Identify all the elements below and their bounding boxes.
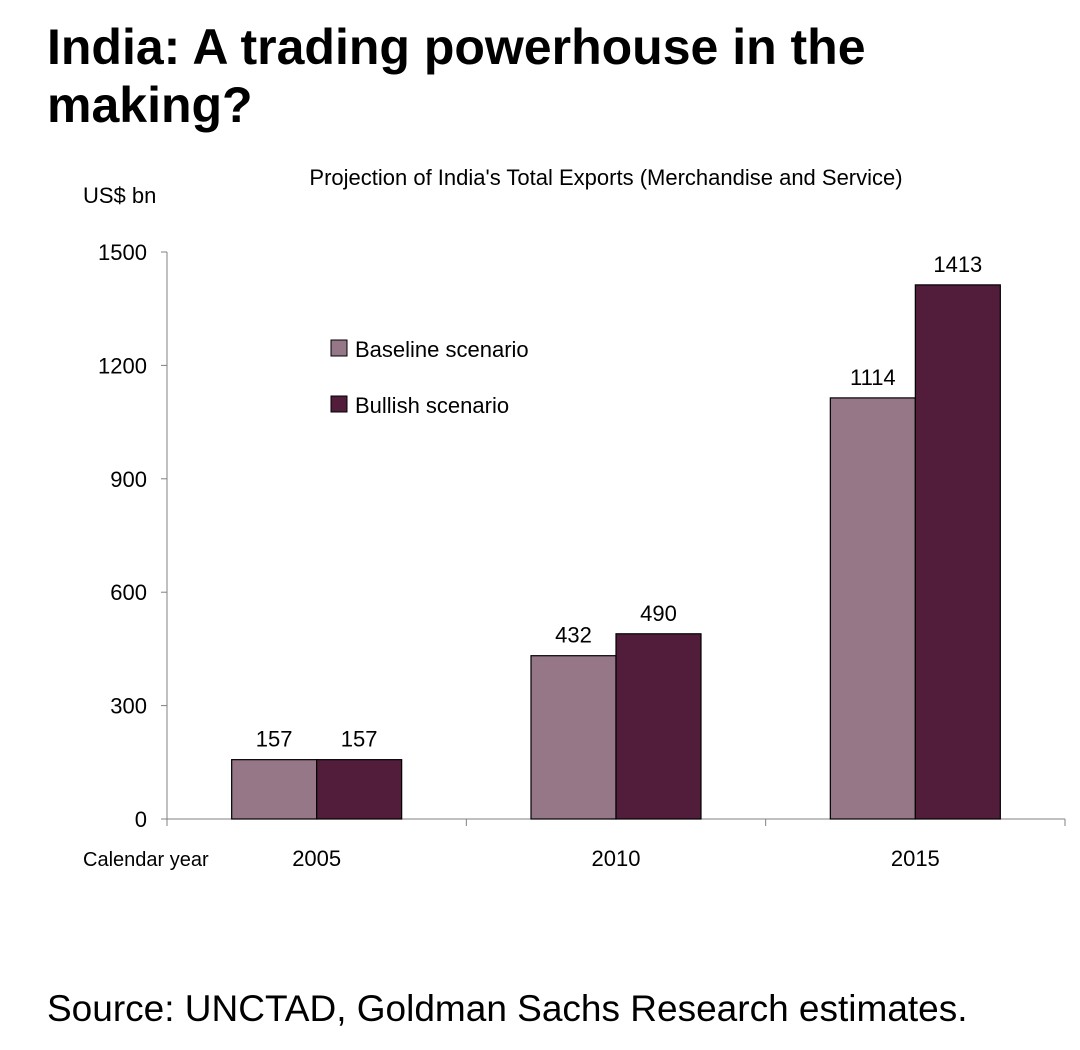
bar-chart: Projection of India's Total Exports (Mer…: [83, 165, 1066, 871]
bar-bullish-2010: [615, 633, 702, 820]
data-label: 157: [341, 727, 378, 752]
x-tick-label: 2005: [292, 846, 341, 871]
bar-baseline-2005: [231, 759, 318, 820]
data-label: 157: [256, 727, 293, 752]
bar-baseline-2015: [829, 397, 916, 820]
y-axis-label: US$ bn: [83, 183, 156, 208]
y-axis: 0 300 600 900 1200 1500: [98, 240, 168, 832]
legend-label: Bullish scenario: [355, 393, 509, 418]
legend-swatch: [330, 395, 348, 413]
y-tick-label: 300: [110, 694, 147, 719]
source-note: Source: UNCTAD, Goldman Sachs Research e…: [47, 988, 968, 1029]
bar-baseline-2010: [530, 655, 617, 820]
legend-swatch: [330, 339, 348, 357]
chart-title: Projection of India's Total Exports (Mer…: [309, 165, 902, 190]
y-tick-label: 900: [110, 467, 147, 492]
y-tick-label: 1200: [98, 353, 147, 378]
data-labels: 157 157 432 490 1114 1413: [256, 252, 983, 752]
bar-bullish-2015: [914, 284, 1001, 820]
x-tick-label: 2015: [891, 846, 940, 871]
legend-label: Baseline scenario: [355, 337, 529, 362]
y-tick-label: 1500: [98, 240, 147, 265]
data-label: 1114: [850, 365, 896, 390]
bar-bullish-2005: [316, 759, 403, 820]
y-tick-label: 0: [135, 807, 147, 832]
chart-legend: Baseline scenario Bullish scenario: [330, 337, 529, 418]
y-tick-label: 600: [110, 580, 147, 605]
data-label: 432: [555, 623, 592, 648]
x-tick-label: 2010: [592, 846, 641, 871]
page-title: India: A trading powerhouse in the makin…: [47, 19, 866, 133]
bar-series: [231, 284, 1001, 820]
x-axis: 2005 2010 2015: [166, 818, 1066, 871]
data-label: 490: [640, 601, 677, 626]
data-label: 1413: [933, 252, 982, 277]
x-axis-label: Calendar year: [83, 849, 209, 871]
